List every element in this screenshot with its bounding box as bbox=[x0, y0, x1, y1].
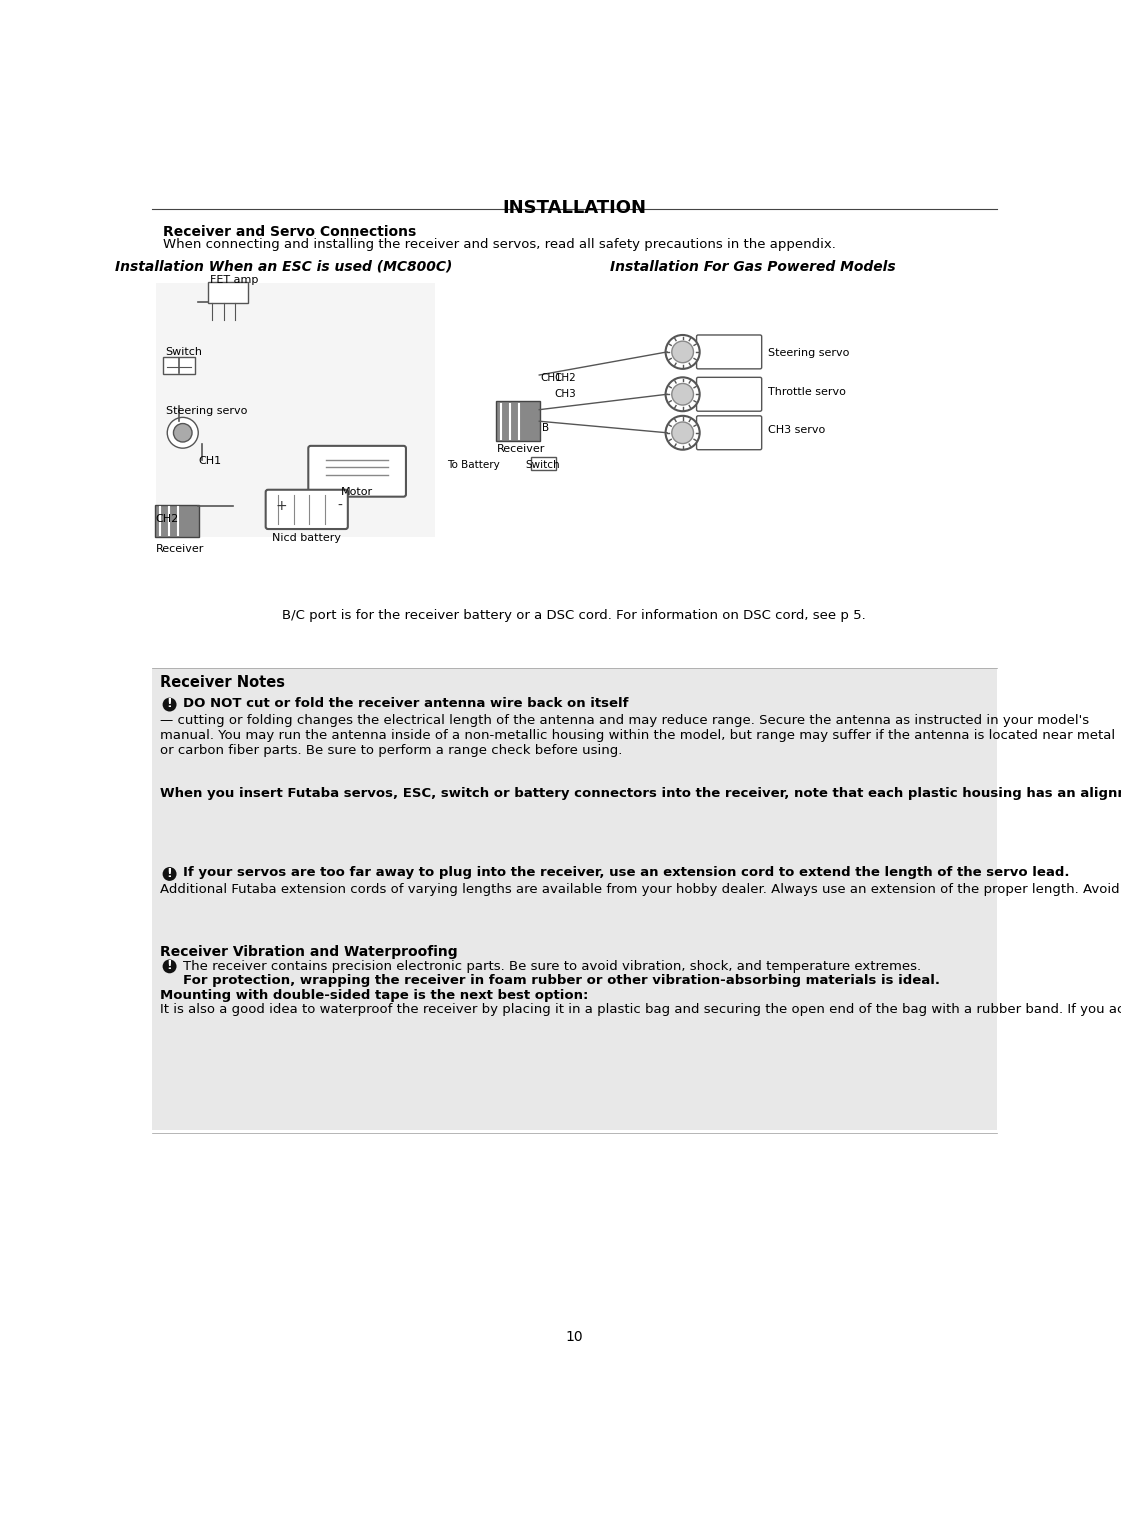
FancyBboxPatch shape bbox=[495, 402, 540, 441]
Text: !: ! bbox=[167, 960, 173, 972]
Text: CH2: CH2 bbox=[555, 374, 576, 383]
Text: DO NOT cut or fold the receiver antenna wire back on itself: DO NOT cut or fold the receiver antenna … bbox=[183, 697, 628, 710]
Text: Installation For Gas Powered Models: Installation For Gas Powered Models bbox=[610, 260, 896, 274]
Circle shape bbox=[666, 415, 700, 450]
Text: 10: 10 bbox=[565, 1329, 583, 1345]
Text: CH3 servo: CH3 servo bbox=[768, 424, 825, 435]
Circle shape bbox=[666, 335, 700, 370]
Text: B: B bbox=[541, 423, 548, 433]
Text: Receiver: Receiver bbox=[156, 545, 204, 555]
Text: Steering servo: Steering servo bbox=[166, 406, 247, 415]
Text: When you insert Futaba servos, ESC, switch or battery connectors into the receiv: When you insert Futaba servos, ESC, swit… bbox=[159, 786, 1121, 800]
Text: B/C port is for the receiver battery or a DSC cord. For information on DSC cord,: B/C port is for the receiver battery or … bbox=[282, 608, 867, 622]
FancyBboxPatch shape bbox=[207, 281, 248, 303]
Text: Receiver and Servo Connections: Receiver and Servo Connections bbox=[164, 225, 417, 239]
Text: Receiver Notes: Receiver Notes bbox=[159, 675, 285, 691]
Text: Receiver Vibration and Waterproofing: Receiver Vibration and Waterproofing bbox=[159, 945, 457, 958]
Circle shape bbox=[163, 867, 176, 881]
Text: INSTALLATION: INSTALLATION bbox=[502, 199, 646, 218]
Text: Motor: Motor bbox=[341, 487, 373, 497]
Circle shape bbox=[163, 960, 176, 973]
Text: !: ! bbox=[167, 697, 173, 710]
FancyBboxPatch shape bbox=[155, 505, 200, 537]
FancyBboxPatch shape bbox=[530, 458, 556, 470]
Text: Mounting with double-sided tape is the next best option:: Mounting with double-sided tape is the n… bbox=[159, 990, 587, 1002]
Text: Installation When an ESC is used (MC800C): Installation When an ESC is used (MC800C… bbox=[114, 260, 452, 274]
Text: CH2: CH2 bbox=[156, 514, 179, 523]
Text: The receiver contains precision electronic parts. Be sure to avoid vibration, sh: The receiver contains precision electron… bbox=[183, 960, 920, 973]
Text: CH1: CH1 bbox=[198, 456, 221, 465]
Text: CH3: CH3 bbox=[555, 389, 576, 399]
FancyBboxPatch shape bbox=[266, 490, 348, 529]
Text: -: - bbox=[337, 499, 343, 513]
Text: To Battery: To Battery bbox=[447, 459, 500, 470]
FancyBboxPatch shape bbox=[151, 668, 997, 1130]
Text: For protection, wrapping the receiver in foam rubber or other vibration-absorbin: For protection, wrapping the receiver in… bbox=[183, 973, 939, 987]
Text: CH1: CH1 bbox=[540, 374, 562, 383]
FancyBboxPatch shape bbox=[156, 283, 435, 537]
FancyBboxPatch shape bbox=[163, 357, 195, 374]
FancyBboxPatch shape bbox=[308, 446, 406, 497]
Circle shape bbox=[671, 341, 694, 362]
Circle shape bbox=[174, 423, 192, 443]
Text: Nicd battery: Nicd battery bbox=[272, 532, 341, 543]
Circle shape bbox=[167, 417, 198, 449]
Text: !: ! bbox=[167, 867, 173, 879]
Text: Switch: Switch bbox=[526, 459, 560, 470]
Circle shape bbox=[671, 383, 694, 405]
Text: Steering servo: Steering servo bbox=[768, 348, 850, 357]
FancyBboxPatch shape bbox=[696, 335, 761, 370]
Circle shape bbox=[666, 377, 700, 411]
Text: Throttle servo: Throttle servo bbox=[768, 386, 845, 397]
Text: FET amp: FET amp bbox=[210, 275, 258, 284]
Text: When connecting and installing the receiver and servos, read all safety precauti: When connecting and installing the recei… bbox=[164, 237, 836, 251]
Text: +: + bbox=[276, 499, 287, 513]
Text: Receiver: Receiver bbox=[497, 444, 545, 455]
FancyBboxPatch shape bbox=[696, 377, 761, 411]
Text: It is also a good idea to waterproof the receiver by placing it in a plastic bag: It is also a good idea to waterproof the… bbox=[159, 1002, 1121, 1016]
Text: If your servos are too far away to plug into the receiver, use an extension cord: If your servos are too far away to plug … bbox=[183, 867, 1069, 879]
Text: Switch: Switch bbox=[166, 347, 203, 356]
Text: — cutting or folding changes the electrical length of the antenna and may reduce: — cutting or folding changes the electri… bbox=[159, 713, 1114, 757]
Circle shape bbox=[671, 421, 694, 444]
Text: Additional Futaba extension cords of varying lengths are available from your hob: Additional Futaba extension cords of var… bbox=[159, 884, 1121, 896]
Circle shape bbox=[163, 698, 176, 712]
FancyBboxPatch shape bbox=[696, 415, 761, 450]
